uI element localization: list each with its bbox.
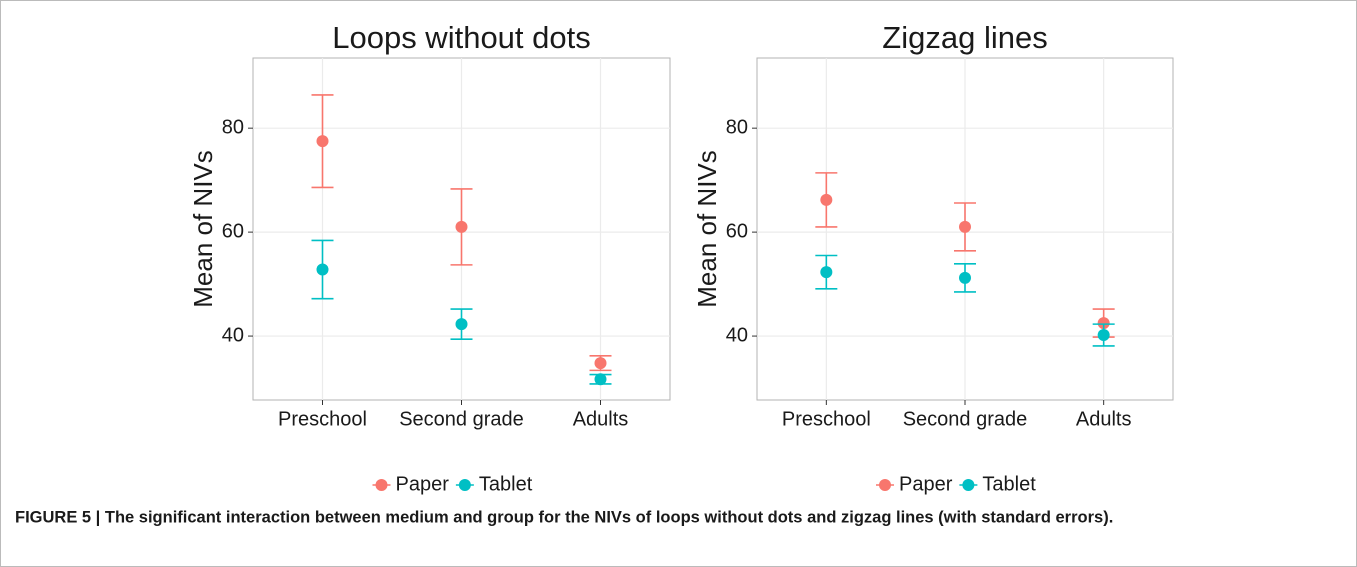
- legend-label: Tablet: [479, 473, 533, 495]
- point: [594, 357, 607, 370]
- x-tick-label: Second grade: [399, 408, 524, 430]
- y-axis-label: Mean of NIVs: [692, 150, 722, 308]
- point: [316, 135, 329, 148]
- point: [959, 220, 971, 233]
- legend-key: [962, 479, 975, 491]
- legend-label: Paper: [396, 473, 450, 495]
- chart-title: Zigzag lines: [882, 20, 1047, 55]
- legend-key: [375, 479, 388, 491]
- y-tick-label: 40: [726, 324, 748, 346]
- y-axis-label: Mean of NIVs: [188, 150, 218, 308]
- chart-title: Loops without dots: [332, 20, 591, 55]
- point: [820, 266, 833, 279]
- point: [1097, 317, 1110, 330]
- point: [316, 263, 329, 276]
- point: [455, 318, 468, 331]
- legend-key: [879, 479, 891, 491]
- caption: FIGURE 5 | The significant interaction b…: [15, 508, 1113, 526]
- y-tick-label: 80: [726, 116, 748, 138]
- x-tick-label: Preschool: [782, 408, 871, 430]
- y-tick-label: 60: [222, 220, 244, 242]
- point: [820, 193, 833, 206]
- y-tick-label: 80: [222, 116, 244, 138]
- y-tick-label: 40: [222, 324, 244, 346]
- legend-label: Paper: [899, 473, 953, 495]
- point: [959, 271, 971, 284]
- x-tick-label: Adults: [573, 408, 629, 430]
- y-tick-label: 60: [726, 220, 748, 242]
- point: [455, 220, 468, 233]
- x-tick-label: Adults: [1076, 408, 1132, 430]
- legend-key: [458, 479, 471, 491]
- point: [594, 373, 607, 386]
- legend-label: Tablet: [982, 473, 1036, 495]
- x-tick-label: Preschool: [278, 408, 367, 430]
- point: [1097, 329, 1110, 342]
- x-tick-label: Second grade: [903, 408, 1028, 430]
